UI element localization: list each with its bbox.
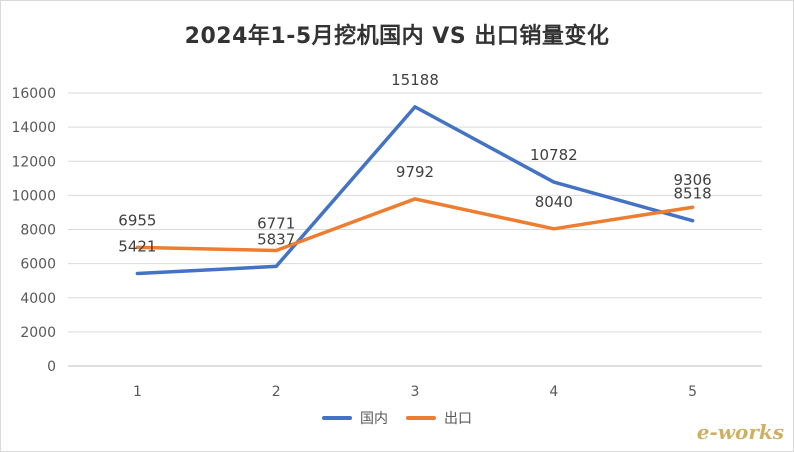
x-tick-label: 5 xyxy=(688,384,697,400)
data-label: 8040 xyxy=(535,193,573,211)
chart-title: 2024年1-5月挖机国内 VS 出口销量变化 xyxy=(184,24,610,49)
x-tick-label: 3 xyxy=(411,384,420,400)
data-labels: 5421 5837 15188 10782 8518 6955 6771 9792 8040 93… xyxy=(118,71,711,256)
data-label: 10782 xyxy=(530,146,578,164)
series-lines xyxy=(135,105,695,276)
data-label: 5837 xyxy=(257,230,295,248)
data-point xyxy=(274,248,278,252)
y-tick-label: 14000 xyxy=(11,120,56,136)
data-label: 9306 xyxy=(674,171,712,189)
gridlines xyxy=(68,92,762,367)
y-axis: 0 2000 4000 6000 8000 10000 12000 14000 16000 xyxy=(11,86,56,375)
legend-swatch-domestic xyxy=(322,416,352,420)
data-label: 15188 xyxy=(391,71,439,89)
x-tick-label: 4 xyxy=(549,384,558,400)
data-point xyxy=(413,105,417,109)
legend-item-domestic[interactable]: 国内 xyxy=(322,408,388,428)
data-point xyxy=(691,219,695,223)
y-tick-label: 0 xyxy=(47,359,56,375)
x-tick-label: 1 xyxy=(133,384,142,400)
legend-label-export: 出口 xyxy=(444,411,472,427)
y-tick-label: 16000 xyxy=(11,86,56,102)
data-label: 6955 xyxy=(118,211,156,229)
legend-swatch-export xyxy=(406,416,436,420)
data-label: 8518 xyxy=(674,185,712,203)
watermark-logo: e-works xyxy=(696,420,784,444)
data-point xyxy=(413,197,417,201)
data-label: 9792 xyxy=(396,163,434,181)
data-point xyxy=(552,180,556,184)
x-axis: 1 2 3 4 5 xyxy=(133,384,697,400)
y-tick-label: 8000 xyxy=(20,223,56,239)
y-tick-label: 2000 xyxy=(20,325,56,341)
data-point xyxy=(274,264,278,268)
legend-item-export[interactable]: 出口 xyxy=(406,408,472,428)
data-label: 6771 xyxy=(257,214,295,232)
y-tick-label: 12000 xyxy=(11,154,56,170)
x-tick-label: 2 xyxy=(272,384,281,400)
data-point xyxy=(691,205,695,209)
data-point xyxy=(135,272,139,276)
data-point xyxy=(552,227,556,231)
y-tick-label: 4000 xyxy=(20,291,56,307)
series-line-2 xyxy=(135,197,695,253)
data-label: 5421 xyxy=(118,238,156,256)
y-tick-label: 10000 xyxy=(11,188,56,204)
legend-label-domestic: 国内 xyxy=(360,411,388,427)
data-point xyxy=(135,245,139,249)
y-tick-label: 6000 xyxy=(20,257,56,273)
legend: 国内 出口 xyxy=(0,408,794,428)
